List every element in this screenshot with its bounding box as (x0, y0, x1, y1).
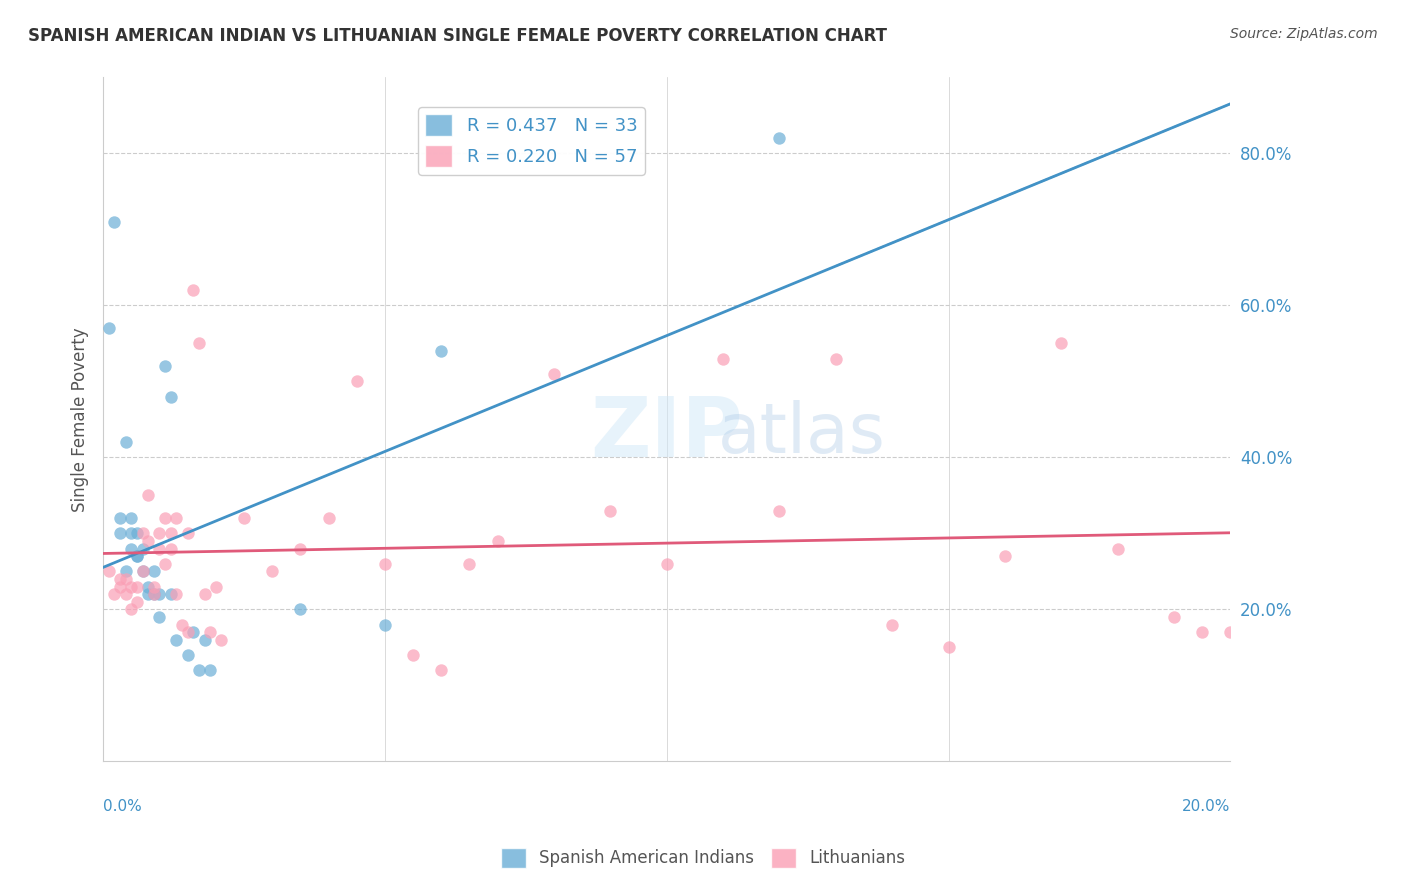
Point (1050, 336, 1073, 351)
Point (103, 215, 125, 229)
Point (159, 541, 181, 556)
Point (200, 625, 222, 640)
Point (120, 602, 142, 616)
Point (153, 511, 176, 525)
Point (176, 625, 198, 640)
Legend: R = 0.437   N = 33, R = 0.220   N = 57: R = 0.437 N = 33, R = 0.220 N = 57 (418, 107, 645, 175)
Point (430, 663, 453, 677)
Point (176, 526, 198, 541)
Point (262, 565, 284, 579)
Point (187, 663, 209, 677)
Point (120, 526, 142, 541)
Point (768, 503, 790, 517)
Point (318, 511, 340, 525)
Point (148, 610, 170, 624)
Point (194, 632, 217, 647)
Point (142, 587, 165, 601)
Point (142, 587, 165, 601)
Point (824, 351, 846, 366)
Point (142, 565, 165, 579)
Point (655, 557, 678, 571)
Point (165, 632, 187, 647)
Point (458, 557, 481, 571)
Point (374, 617, 396, 632)
Point (938, 640, 960, 655)
Point (159, 587, 181, 601)
Point (181, 283, 204, 297)
Point (136, 580, 159, 594)
Point (108, 511, 131, 525)
Point (170, 617, 193, 632)
Point (125, 526, 148, 541)
Point (181, 625, 204, 640)
Point (120, 541, 142, 556)
Point (125, 580, 148, 594)
Point (153, 359, 176, 374)
Point (233, 511, 256, 525)
Point (114, 572, 136, 586)
Point (1191, 625, 1213, 640)
Point (136, 534, 159, 549)
Point (114, 565, 136, 579)
Point (159, 526, 181, 541)
Point (148, 526, 170, 541)
Point (374, 557, 396, 571)
Point (187, 336, 209, 351)
Text: Source: ZipAtlas.com: Source: ZipAtlas.com (1230, 27, 1378, 41)
Point (486, 534, 509, 549)
Point (120, 580, 142, 594)
Point (1107, 541, 1129, 556)
Point (97, 321, 120, 335)
Point (148, 541, 170, 556)
Point (125, 549, 148, 564)
Point (136, 587, 159, 601)
Point (136, 488, 159, 502)
Text: 0.0%: 0.0% (103, 799, 142, 814)
Point (142, 580, 165, 594)
Point (108, 572, 131, 586)
Point (108, 526, 131, 541)
Text: 20.0%: 20.0% (1182, 799, 1230, 814)
Point (430, 344, 453, 359)
Point (882, 617, 904, 632)
Text: SPANISH AMERICAN INDIAN VS LITHUANIAN SINGLE FEMALE POVERTY CORRELATION CHART: SPANISH AMERICAN INDIAN VS LITHUANIAN SI… (28, 27, 887, 45)
Point (131, 541, 153, 556)
Point (194, 587, 217, 601)
Text: ZIP: ZIP (591, 392, 742, 474)
Point (114, 435, 136, 450)
Point (165, 587, 187, 601)
Point (114, 587, 136, 601)
Point (543, 367, 565, 381)
Point (97, 565, 120, 579)
Point (165, 511, 187, 525)
Point (103, 587, 125, 601)
Point (346, 375, 368, 389)
Point (290, 602, 312, 616)
Point (200, 663, 222, 677)
Y-axis label: Single Female Poverty: Single Female Poverty (72, 327, 89, 512)
Legend: Spanish American Indians, Lithuanians: Spanish American Indians, Lithuanians (494, 841, 912, 875)
Point (108, 580, 131, 594)
Point (176, 648, 198, 662)
Point (120, 511, 142, 525)
Point (148, 587, 170, 601)
Point (131, 565, 153, 579)
Point (211, 632, 233, 647)
Text: atlas: atlas (718, 400, 886, 467)
Point (599, 503, 621, 517)
Point (125, 549, 148, 564)
Point (125, 595, 148, 609)
Point (131, 565, 153, 579)
Point (159, 390, 181, 404)
Point (131, 526, 153, 541)
Point (994, 549, 1017, 564)
Point (1219, 625, 1241, 640)
Point (768, 131, 790, 145)
Point (1163, 610, 1185, 624)
Point (205, 580, 228, 594)
Point (290, 541, 312, 556)
Point (402, 648, 425, 662)
Point (711, 351, 734, 366)
Point (153, 557, 176, 571)
